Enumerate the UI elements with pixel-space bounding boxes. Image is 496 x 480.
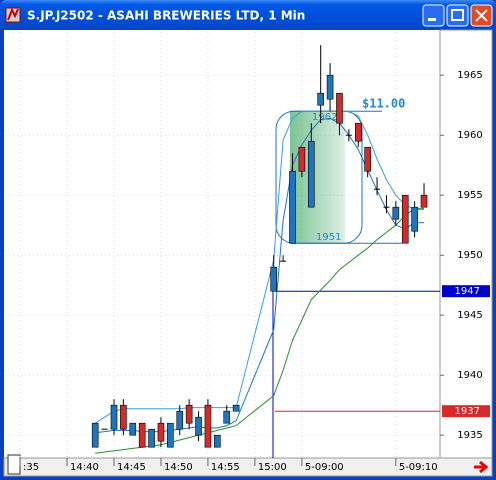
candle-body [401,194,409,244]
candle-body [270,266,278,292]
candle-body [298,146,306,172]
candle-body [214,434,221,448]
candle-body [167,422,174,448]
y-tick-label: 1945 [457,310,482,321]
candle-body [185,404,193,424]
candle-body [364,146,371,172]
window-title: S.JP.J2502 - ASAHI BREWERIES LTD, 1 Min [27,9,305,23]
measure-high-label: 1962 [312,112,337,123]
x-tick-label: 15:00 [258,462,287,473]
price-tag [442,285,490,298]
x-tick-label: 14:45 [117,462,146,473]
y-tick-label: 1940 [457,370,482,381]
scroll-arrow[interactable] [474,460,489,474]
price-axis-panel [439,29,493,459]
candle-body [420,194,428,208]
candle-body [411,206,418,232]
y-tick-label: 1965 [457,70,482,81]
plot: 1935 1940 1945 1950 1955 1960 1965 :35 14:40 14:4… [5,32,490,473]
x-tick-label: 5-09:00 [305,462,344,473]
title-bar [0,0,496,30]
measure-highlight [290,111,345,244]
maximize-button[interactable] [446,4,469,27]
price-tag-label: 1937 [455,406,480,417]
candle-body [232,404,240,412]
scroll-box[interactable] [7,454,21,475]
x-tick-label: :35 [23,462,39,473]
candle-body [195,416,202,436]
candle-body [223,410,231,424]
candle-body [317,92,324,106]
y-tick-label: 1950 [457,250,482,261]
candle-body [129,422,137,436]
candle-body [307,140,315,208]
candle-body [204,404,212,448]
candle-body [289,170,296,244]
time-axis-panel [3,457,493,477]
candle-body [336,92,343,124]
candle-body [354,122,362,142]
app-icon-glyph [7,7,19,21]
chart-background [4,30,492,476]
candle-body [176,410,184,430]
x-tick-label: 14:50 [164,462,193,473]
measure-label: $11.00 [362,97,405,111]
x-tick-label: 5-09:10 [399,462,438,473]
y-tick-label: 1960 [457,130,482,141]
minimize-button[interactable] [422,4,445,27]
y-tick-label: 1955 [457,190,482,201]
price-tag-label: 1947 [455,286,480,297]
candle-body [138,422,146,448]
candle-body [91,422,99,448]
candle-body [148,428,155,448]
candle-body [110,404,118,430]
candle-body [326,74,334,100]
price-tag [442,405,490,418]
measure-low-label: 1951 [316,232,341,243]
y-tick-label: 1935 [457,430,482,441]
x-tick-label: 14:55 [211,462,240,473]
candle-body [120,404,127,430]
candle-body [157,422,165,442]
x-tick-label: 14:40 [70,462,99,473]
candle-body [392,206,400,220]
close-button[interactable] [470,4,493,27]
